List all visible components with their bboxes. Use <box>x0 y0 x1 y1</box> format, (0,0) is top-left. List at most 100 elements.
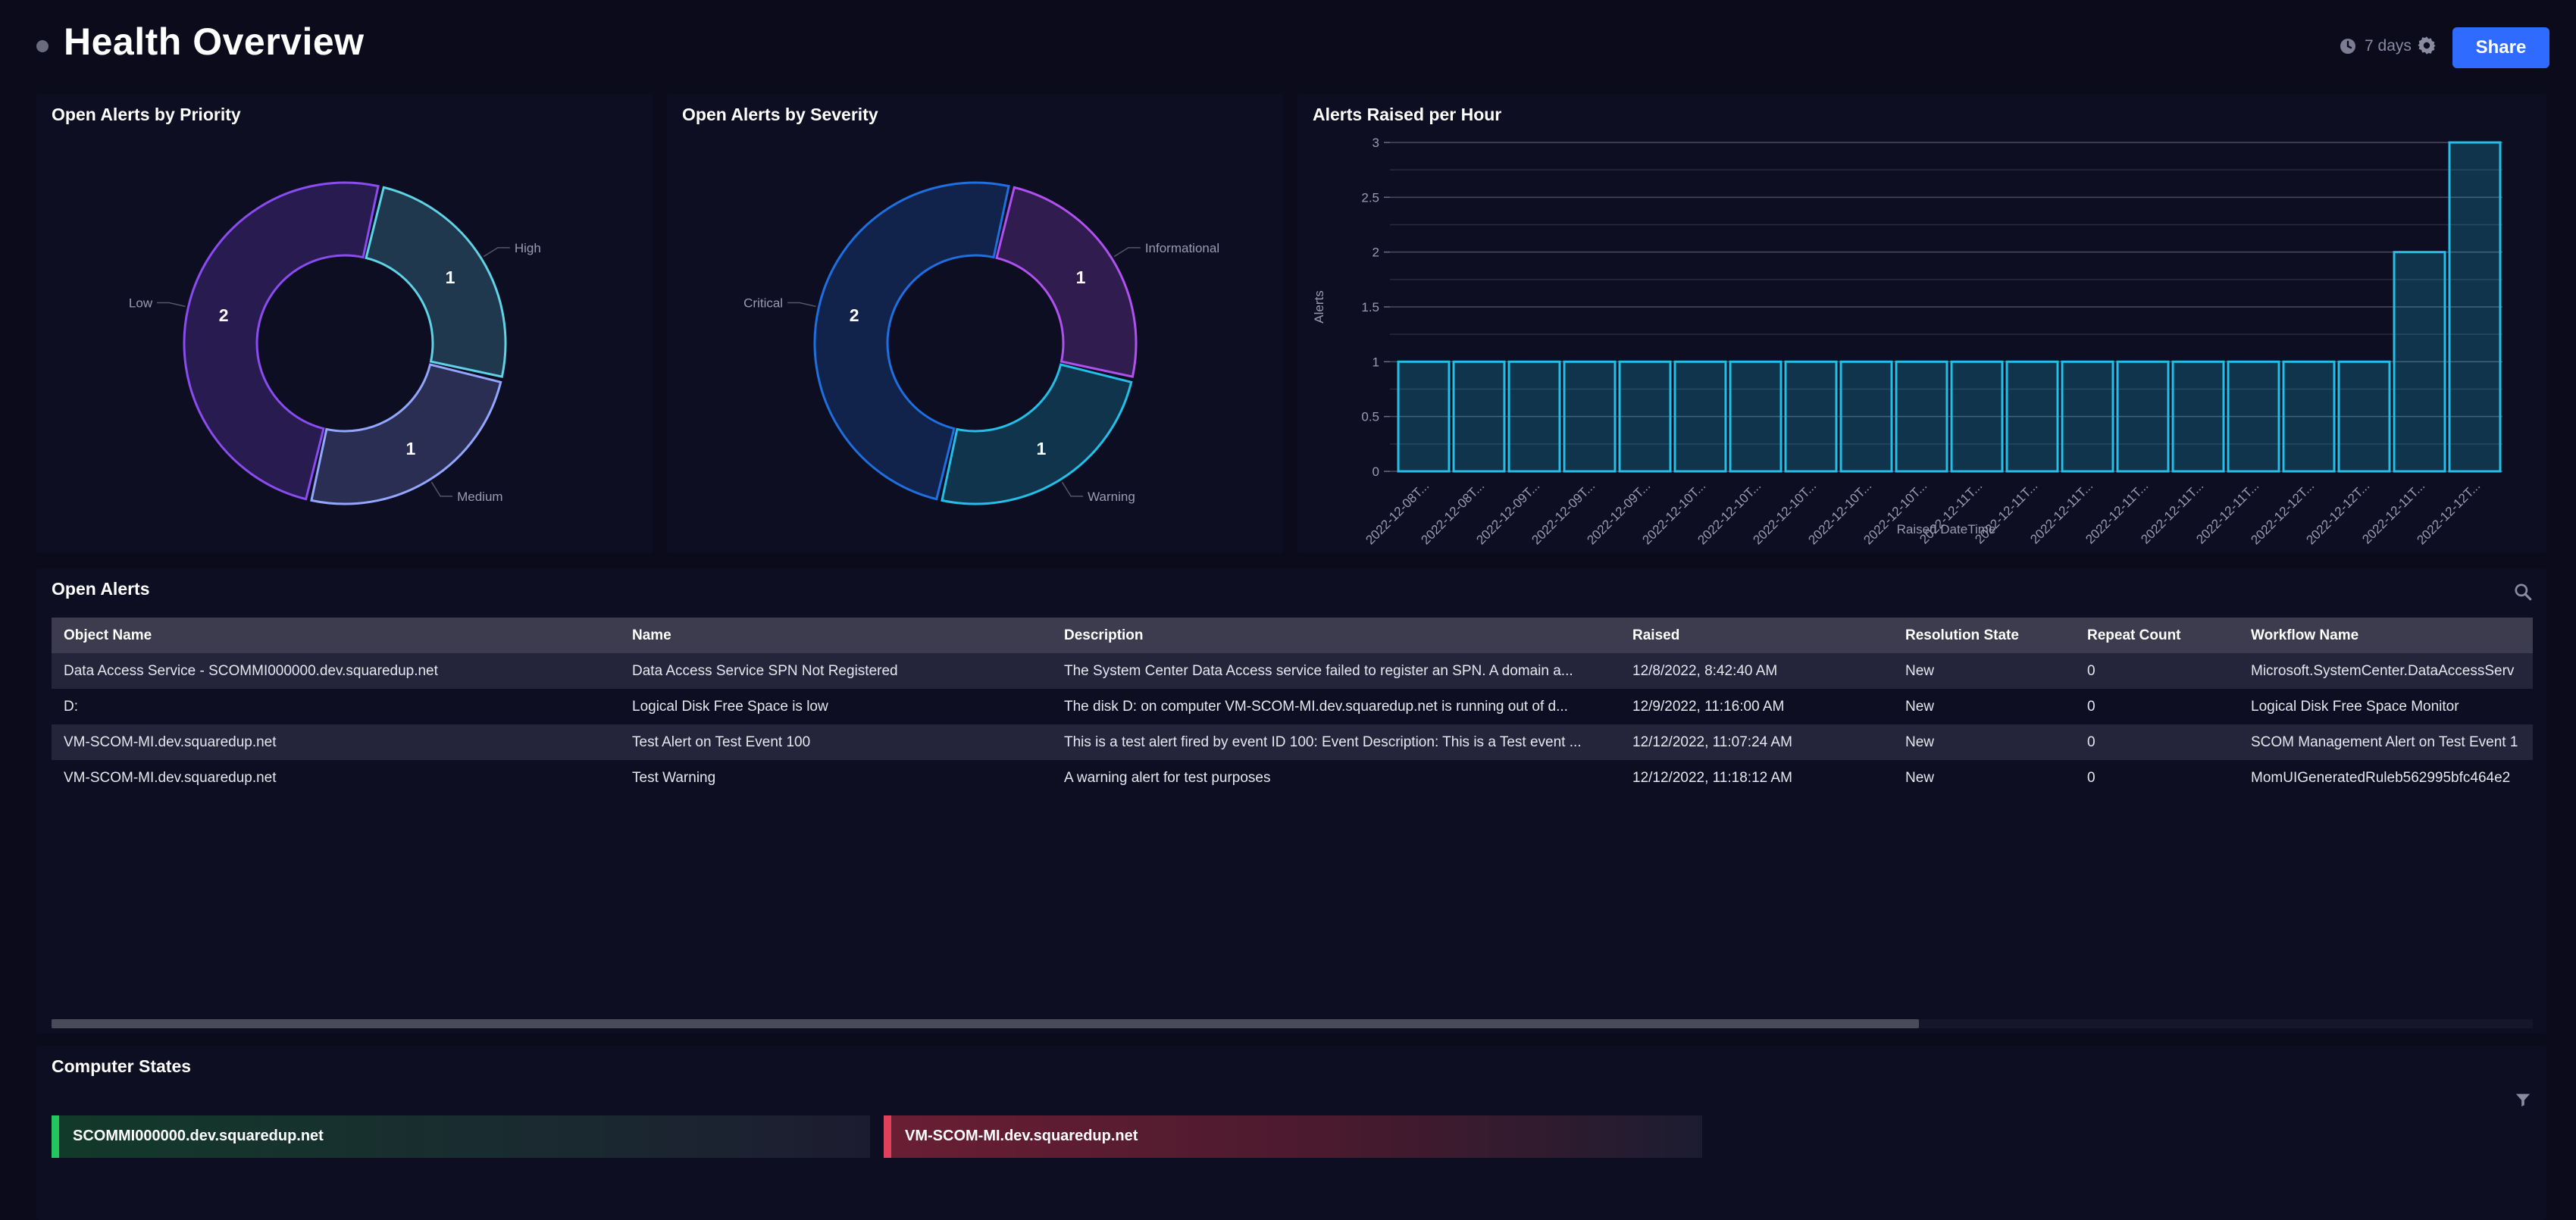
computer-name: SCOMMI000000.dev.squaredup.net <box>73 1128 324 1144</box>
bar[interactable] <box>2448 141 2502 473</box>
slice-value-label: 1 <box>406 439 416 458</box>
bar[interactable] <box>1784 360 1838 473</box>
bar[interactable] <box>1397 360 1451 473</box>
slice-leader-line <box>1113 247 1141 258</box>
table-cell: 0 <box>2075 689 2239 724</box>
table-row[interactable]: D: Logical Disk Free Space is low The di… <box>52 689 2533 724</box>
computer-state-tile-unhealthy[interactable]: VM-SCOM-MI.dev.squaredup.net <box>884 1115 1702 1158</box>
table-cell: New <box>1893 760 2075 796</box>
table-cell: Logical Disk Free Space is low <box>620 689 1052 724</box>
table-row[interactable]: VM-SCOM-MI.dev.squaredup.net Test Alert … <box>52 724 2533 760</box>
bar[interactable] <box>1673 360 1727 473</box>
y-tick-label: 0 <box>1373 465 1379 479</box>
donut-slice-informational[interactable] <box>995 186 1138 378</box>
healthy-status-bar <box>52 1115 59 1158</box>
donut-slice-high[interactable] <box>365 186 507 378</box>
hourly-panel: Alerts Raised per Hour 0 0.5 1 1.5 2 2.5 3 Aler… <box>1297 94 2546 553</box>
table-cell: 12/12/2022, 11:18:12 AM <box>1620 760 1893 796</box>
panel-title: Open Alerts by Priority <box>52 105 241 124</box>
column-header[interactable]: Workflow Name <box>2239 618 2533 653</box>
panel-title: Alerts Raised per Hour <box>1313 105 1502 124</box>
slice-value-label: 1 <box>446 267 455 287</box>
slice-category-label: Warning <box>1088 490 1135 504</box>
donut-slice-medium[interactable] <box>310 363 502 505</box>
slice-category-label: Critical <box>743 296 783 310</box>
computer-name: VM-SCOM-MI.dev.squaredup.net <box>905 1128 1138 1144</box>
slice-category-label: High <box>515 241 541 255</box>
table-cell: Data Access Service SPN Not Registered <box>620 653 1052 689</box>
panel-title: Computer States <box>52 1056 192 1076</box>
table-cell: A warning alert for test purposes <box>1052 760 1620 796</box>
slice-leader-line <box>787 302 816 308</box>
scrollbar-thumb[interactable] <box>52 1019 1919 1028</box>
slice-value-label: 2 <box>219 305 229 325</box>
slice-category-label: Informational <box>1145 241 1219 255</box>
bar[interactable] <box>2061 360 2114 473</box>
table-cell: 0 <box>2075 653 2239 689</box>
table-cell: 12/9/2022, 11:16:00 AM <box>1620 689 1893 724</box>
filter-icon[interactable] <box>2515 1091 2531 1108</box>
donut-slice-critical[interactable] <box>813 181 1010 501</box>
bar[interactable] <box>2282 360 2336 473</box>
column-header[interactable]: Object Name <box>52 618 620 653</box>
slice-leader-line <box>157 302 186 308</box>
column-header[interactable]: Description <box>1052 618 1620 653</box>
bar[interactable] <box>2337 360 2391 473</box>
bar[interactable] <box>1839 360 1893 473</box>
table-cell: VM-SCOM-MI.dev.squaredup.net <box>52 760 620 796</box>
bar[interactable] <box>1563 360 1617 473</box>
table-cell: 12/12/2022, 11:07:24 AM <box>1620 724 1893 760</box>
bar[interactable] <box>1452 360 1506 473</box>
table-cell: 12/8/2022, 8:42:40 AM <box>1620 653 1893 689</box>
share-button[interactable]: Share <box>2452 27 2549 68</box>
bar[interactable] <box>2227 360 2280 473</box>
timeframe-selector[interactable]: 7 days <box>2339 35 2412 58</box>
column-header[interactable]: Repeat Count <box>2075 618 2239 653</box>
bar[interactable] <box>1618 360 1672 473</box>
column-header[interactable]: Resolution State <box>1893 618 2075 653</box>
table-header-row: Object Name Name Description Raised Reso… <box>52 618 2533 653</box>
table-row[interactable]: VM-SCOM-MI.dev.squaredup.net Test Warnin… <box>52 760 2533 796</box>
table-cell: 0 <box>2075 760 2239 796</box>
hourly-bar-chart: 00.511.522.53Alerts2022-12-08T...2022-12… <box>1312 136 2502 547</box>
slice-leader-line <box>483 247 510 258</box>
bar[interactable] <box>2005 360 2059 473</box>
donut-slice-low[interactable] <box>183 181 380 501</box>
bar[interactable] <box>2171 360 2225 473</box>
table-cell: This is a test alert fired by event ID 1… <box>1052 724 1620 760</box>
open-alerts-table: Object Name Name Description Raised Reso… <box>52 618 2533 796</box>
slice-value-label: 1 <box>1076 267 1086 287</box>
gear-icon[interactable] <box>2416 35 2437 56</box>
table-cell: Logical Disk Free Space Monitor <box>2239 689 2533 724</box>
severity-donut-chart: 1 Informational 1 Warning 2 Critical <box>743 181 1219 505</box>
y-tick-label: 2 <box>1373 246 1379 260</box>
bar[interactable] <box>1895 360 1948 473</box>
unhealthy-status-bar <box>884 1115 891 1158</box>
search-icon[interactable] <box>2513 582 2533 602</box>
table-cell: SCOM Management Alert on Test Event 1 <box>2239 724 2533 760</box>
column-header[interactable]: Name <box>620 618 1052 653</box>
slice-leader-line <box>1061 481 1084 497</box>
computer-state-tile-healthy[interactable]: SCOMMI000000.dev.squaredup.net <box>52 1115 870 1158</box>
bar[interactable] <box>2116 360 2170 473</box>
donut-slice-warning[interactable] <box>941 363 1133 505</box>
table-cell: New <box>1893 653 2075 689</box>
slice-leader-line <box>430 481 453 497</box>
table-cell: Data Access Service - SCOMMI000000.dev.s… <box>52 653 620 689</box>
table-row[interactable]: Data Access Service - SCOMMI000000.dev.s… <box>52 653 2533 689</box>
table-cell: The disk D: on computer VM-SCOM-MI.dev.s… <box>1052 689 1620 724</box>
bar[interactable] <box>1950 360 2004 473</box>
column-header[interactable]: Raised <box>1620 618 1893 653</box>
clock-icon <box>2340 39 2355 54</box>
horizontal-scrollbar[interactable] <box>52 1019 2533 1028</box>
table-cell: D: <box>52 689 620 724</box>
bar[interactable] <box>1507 360 1561 473</box>
priority-panel: Open Alerts by Priority 1 High 1 Medium 2 Low <box>36 94 653 553</box>
y-tick-label: 1.5 <box>1361 300 1379 314</box>
severity-panel: Open Alerts by Severity 1 Informational 1 W… <box>667 94 1284 553</box>
table-cell: Microsoft.SystemCenter.DataAccessServ <box>2239 653 2533 689</box>
y-tick-label: 0.5 <box>1361 410 1379 424</box>
bar[interactable] <box>2393 251 2446 473</box>
bar[interactable] <box>1729 360 1783 473</box>
table-cell: New <box>1893 724 2075 760</box>
